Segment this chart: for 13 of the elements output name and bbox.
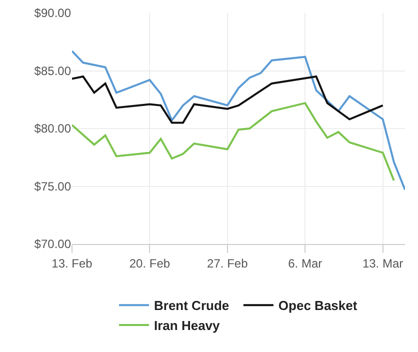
x-tick-label: 20. Feb [129,256,170,270]
x-tick-label: 6. Mar [288,256,322,270]
x-tick-label: 13. Feb [52,256,93,270]
y-tick-label: $90.00 [34,6,72,20]
legend-label: Brent Crude [154,298,230,314]
y-tick-label: $70.00 [34,237,72,252]
x-tick-label: 27. Feb [207,256,248,270]
y-tick-label: $80.00 [34,122,72,136]
x-tick-label: 13. Mar [362,256,404,270]
legend-label: Iran Heavy [154,318,221,334]
y-tick-label: $85.00 [34,64,72,78]
legend-label: Opec Basket [278,298,358,314]
y-tick-label: $75.00 [34,179,72,194]
